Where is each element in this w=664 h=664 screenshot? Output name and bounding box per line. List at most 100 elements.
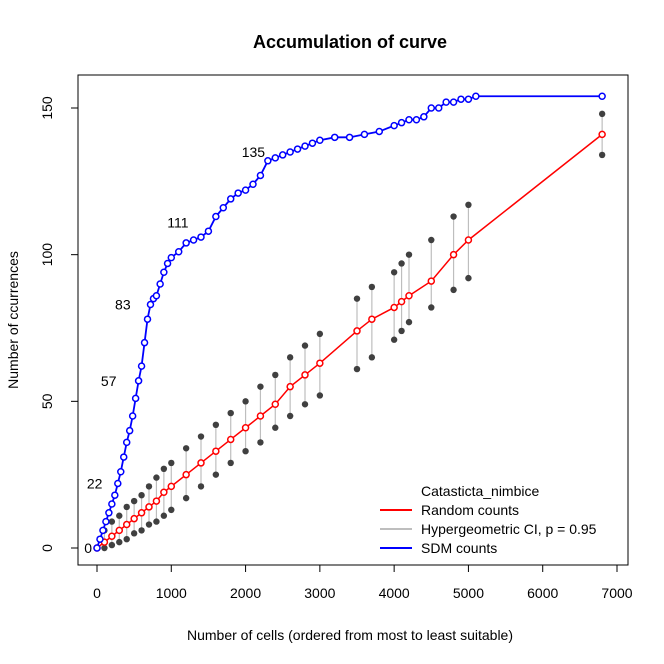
- sdm-point: [345, 133, 354, 142]
- legend: Catasticta_nimbice Random counts Hyperge…: [380, 483, 597, 556]
- ci-upper-point: [286, 354, 294, 361]
- sdm-point: [125, 426, 134, 435]
- random-point: [108, 532, 116, 541]
- ci-upper-point: [465, 201, 472, 208]
- sdm-point: [405, 115, 413, 124]
- ci-lower-point: [138, 527, 145, 534]
- random-point: [390, 303, 398, 312]
- chart-title: Accumulation of curve: [253, 32, 447, 52]
- sdm-point: [420, 113, 428, 121]
- ci-lower-point: [598, 151, 606, 159]
- sdm-point: [434, 104, 443, 112]
- random-point: [152, 497, 161, 505]
- ci-upper-point: [368, 283, 376, 291]
- sdm-point: [131, 394, 140, 403]
- x-tick-label: 1000: [156, 585, 187, 601]
- sdm-point: [278, 151, 287, 159]
- confidence-interval-bars: [101, 110, 606, 552]
- sdm-counts-series: [93, 92, 606, 552]
- sdm-point: [397, 118, 406, 127]
- sdm-point: [293, 145, 302, 153]
- sdm-point: [390, 121, 398, 130]
- ci-lower-point: [272, 424, 279, 431]
- sdm-point: [256, 171, 265, 180]
- ci-lower-point: [227, 459, 234, 467]
- sdm-point: [128, 412, 137, 420]
- sdm-point: [163, 259, 172, 268]
- sdm-point: [301, 142, 309, 150]
- x-axis-label: Number of cells (ordered from most to le…: [187, 627, 513, 643]
- sdm-point: [427, 104, 436, 112]
- sdm-point: [308, 139, 317, 147]
- random-point: [226, 435, 235, 444]
- ci-lower-point: [368, 354, 376, 361]
- sdm-point: [286, 148, 294, 156]
- ci-upper-point: [428, 236, 435, 244]
- x-tick-label: 0: [93, 585, 101, 601]
- ci-upper-point: [197, 433, 205, 440]
- value-annotation: 135: [242, 144, 266, 160]
- ci-lower-point: [257, 439, 264, 446]
- ci-lower-point: [130, 530, 138, 537]
- y-axis-label: Number of ccurrences: [5, 251, 21, 389]
- legend-title: Catasticta_nimbice: [421, 483, 539, 499]
- ci-upper-point: [398, 260, 405, 267]
- legend-entry-ci: Hypergeometric CI, p = 0.95: [421, 521, 597, 537]
- ci-lower-point: [197, 483, 205, 490]
- random-point: [122, 520, 131, 529]
- ci-upper-point: [153, 474, 160, 481]
- ci-upper-point: [145, 483, 153, 490]
- y-tick-label: 150: [39, 96, 55, 120]
- ci-lower-point: [123, 536, 130, 543]
- ci-lower-point: [242, 448, 249, 455]
- ci-upper-point: [301, 342, 309, 349]
- value-annotation: 22: [87, 475, 103, 491]
- sdm-point: [93, 544, 101, 552]
- random-point: [368, 315, 376, 323]
- ci-upper-point: [116, 512, 123, 519]
- value-annotation: 111: [167, 214, 188, 230]
- ci-upper-point: [138, 492, 145, 499]
- random-point: [449, 250, 458, 259]
- ci-upper-point: [450, 213, 457, 220]
- sdm-point: [457, 95, 465, 103]
- sdm-point: [174, 247, 183, 256]
- sdm-point: [464, 95, 473, 103]
- ci-upper-point: [227, 409, 234, 417]
- ci-upper-point: [108, 518, 116, 525]
- random-point: [271, 400, 280, 409]
- ci-upper-point: [130, 497, 138, 505]
- sdm-point: [212, 212, 220, 221]
- ci-lower-point: [301, 401, 309, 408]
- x-tick-label: 3000: [304, 585, 335, 601]
- sdm-point: [360, 130, 369, 139]
- sdm-counts-line: [96, 95, 603, 549]
- random-point: [137, 509, 146, 517]
- random-point: [241, 423, 250, 432]
- ci-lower-point: [316, 392, 324, 399]
- ci-upper-point: [598, 110, 606, 118]
- ci-lower-point: [212, 471, 220, 478]
- random-point: [316, 359, 324, 367]
- ci-upper-point: [168, 459, 175, 467]
- legend-entry-random: Random counts: [421, 502, 519, 518]
- sdm-point: [375, 127, 384, 136]
- sdm-point: [472, 92, 480, 101]
- random-point: [464, 236, 473, 244]
- ci-lower-point: [116, 538, 123, 546]
- random-point: [212, 447, 220, 455]
- ci-upper-point: [316, 330, 324, 338]
- sdm-point: [160, 268, 168, 277]
- sdm-point: [105, 509, 113, 517]
- ci-lower-point: [428, 304, 435, 311]
- sdm-point: [167, 253, 176, 262]
- ci-upper-point: [123, 503, 130, 511]
- sdm-point: [122, 438, 131, 447]
- sdm-point: [189, 236, 198, 244]
- value-annotation: 83: [115, 297, 131, 313]
- value-annotation: 0: [84, 540, 92, 556]
- sdm-point: [598, 92, 606, 101]
- ci-upper-point: [212, 421, 220, 428]
- legend-entry-sdm: SDM counts: [421, 540, 497, 556]
- ci-lower-point: [145, 521, 153, 528]
